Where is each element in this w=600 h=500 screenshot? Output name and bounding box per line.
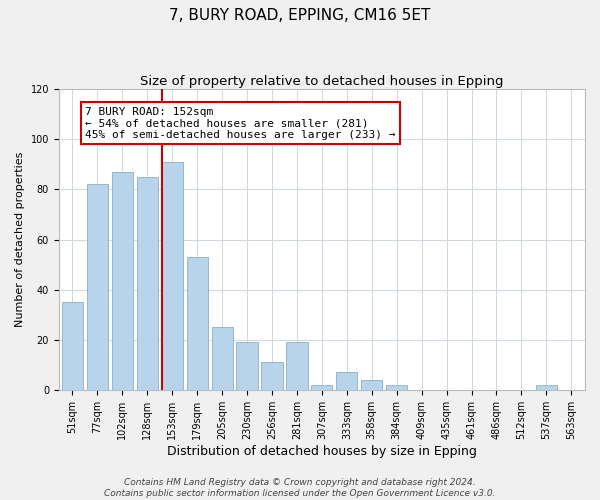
Bar <box>286 342 308 390</box>
X-axis label: Distribution of detached houses by size in Epping: Distribution of detached houses by size … <box>167 444 477 458</box>
Title: Size of property relative to detached houses in Epping: Size of property relative to detached ho… <box>140 75 503 88</box>
Y-axis label: Number of detached properties: Number of detached properties <box>15 152 25 327</box>
Bar <box>87 184 108 390</box>
Bar <box>236 342 257 390</box>
Text: 7, BURY ROAD, EPPING, CM16 5ET: 7, BURY ROAD, EPPING, CM16 5ET <box>169 8 431 22</box>
Bar <box>536 385 557 390</box>
Bar <box>262 362 283 390</box>
Bar <box>137 177 158 390</box>
Bar <box>212 327 233 390</box>
Bar <box>361 380 382 390</box>
Bar <box>311 385 332 390</box>
Bar <box>386 385 407 390</box>
Bar <box>336 372 358 390</box>
Bar <box>161 162 183 390</box>
Text: 7 BURY ROAD: 152sqm
← 54% of detached houses are smaller (281)
45% of semi-detac: 7 BURY ROAD: 152sqm ← 54% of detached ho… <box>85 106 395 140</box>
Text: Contains HM Land Registry data © Crown copyright and database right 2024.
Contai: Contains HM Land Registry data © Crown c… <box>104 478 496 498</box>
Bar <box>62 302 83 390</box>
Bar <box>187 257 208 390</box>
Bar <box>112 172 133 390</box>
